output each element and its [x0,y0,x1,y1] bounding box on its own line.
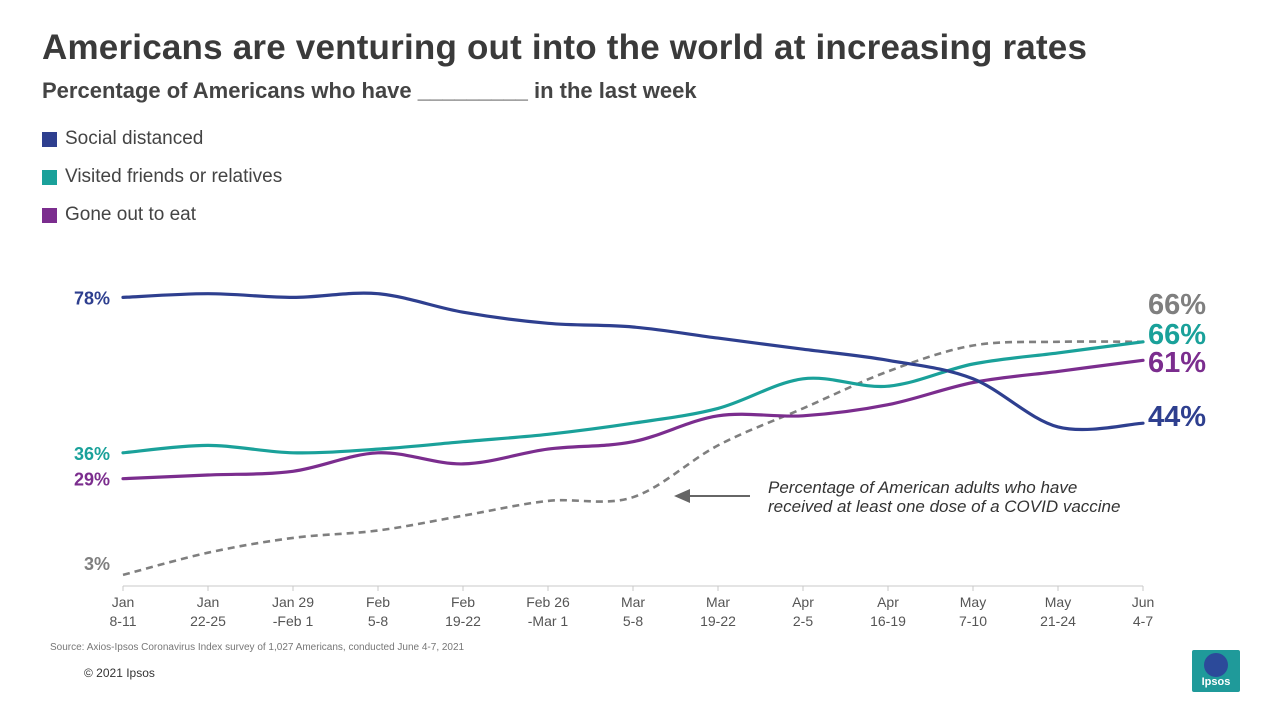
series-line-eat [121,358,1145,481]
ipsos-logo-circle [1204,653,1228,677]
legend-swatch-social-distanced [42,131,57,147]
start-label-eat: 29% [74,470,110,490]
x-tick-label-line: 21-24 [1040,613,1076,629]
x-tick-label-line: Jan [112,594,135,610]
x-tick-label-line: Jan [197,594,220,610]
vaccine-annotation-line: Percentage of American adults who have [768,478,1077,497]
legend-item-social-distanced: Social distanced [42,120,282,158]
x-tick-label: Jun 4-7 [1132,594,1155,629]
x-tick-label: May 21-24 [1040,594,1076,629]
vaccine-annotation-line: received at least one dose of a COVID va… [768,497,1120,516]
series-line-visited [121,340,1145,455]
x-tick-label-line: Feb [451,594,475,610]
start-label-social: 78% [74,288,110,308]
series-line-social [121,291,1145,432]
x-tick-label-line: Jun [1132,594,1155,610]
end-label-eat: 61% [1148,347,1206,379]
x-tick-label-line: 5-8 [623,613,643,629]
start-label-vaccine: 3% [84,554,110,574]
x-tick-label-line: Mar [621,594,645,610]
vaccine-annotation: Percentage of American adults who have re… [768,478,1120,516]
x-tick-label-line: 19-22 [700,613,736,629]
chart-subtitle: Percentage of Americans who have _______… [42,78,697,103]
x-tick-label-line: May [1045,594,1071,610]
ipsos-logo: Ipsos [1192,650,1240,692]
end-label-vaccine: 66% [1148,289,1206,321]
x-tick-label-line: 16-19 [870,613,906,629]
x-tick-label: Mar 5-8 [621,594,645,629]
x-tick-label: May 7-10 [959,594,987,629]
x-tick-label-line: Mar [706,594,730,610]
legend-swatch-visited-friends [42,169,57,185]
legend-item-gone-out-to-eat: Gone out to eat [42,196,282,234]
ipsos-logo-text: Ipsos [1201,676,1231,688]
x-tick-label-line: Jan 29 [272,594,314,610]
x-tick-label: Mar 19-22 [700,594,736,629]
line-chart: Jan 8-11 Jan 22-25 Jan 29 -Feb 1 Feb 5-8 Feb 19-2… [74,288,1206,629]
page-title: Americans are venturing out into the wor… [42,28,1088,67]
x-tick-label-line: May [960,594,986,610]
x-tick-label: Feb 26 -Mar 1 [526,594,570,629]
legend-swatch-gone-out-to-eat [42,207,57,223]
x-tick-label-line: 2-5 [793,613,813,629]
end-label-visited: 66% [1148,319,1206,351]
x-tick-label-line: Feb 26 [526,594,570,610]
x-tick-label-line: 5-8 [368,613,388,629]
x-tick-label: Jan 22-25 [190,594,226,629]
x-tick-label-line: -Mar 1 [528,613,569,629]
x-tick-label: Feb 5-8 [366,594,390,629]
series-line-vaccine [122,340,1144,577]
legend-item-visited-friends: Visited friends or relatives [42,158,282,196]
x-tick-label: Apr 16-19 [870,594,906,629]
legend: Social distanced Visited friends or rela… [42,120,282,234]
annotation-arrow-head [674,489,690,503]
legend-label-social-distanced: Social distanced [65,128,204,149]
x-tick-label-line: Apr [877,594,899,610]
start-label-visited: 36% [74,444,110,464]
source-note: Source: Axios-Ipsos Coronavirus Index su… [50,642,465,653]
x-tick-label-line: Feb [366,594,390,610]
x-tick-label-line: 19-22 [445,613,481,629]
x-tick-label-line: 7-10 [959,613,987,629]
x-tick-label-line: 8-11 [110,613,137,629]
x-tick-label: Jan 29 -Feb 1 [272,594,314,629]
x-tick-label-line: 22-25 [190,613,226,629]
x-tick-label: Feb 19-22 [445,594,481,629]
copyright-note: © 2021 Ipsos [84,666,155,680]
end-label-social: 44% [1148,401,1206,433]
x-tick-label-line: Apr [792,594,814,610]
x-tick-label-line: 4-7 [1133,613,1153,629]
x-tick-label-line: -Feb 1 [273,613,314,629]
x-tick-label: Apr 2-5 [792,594,814,629]
legend-label-gone-out-to-eat: Gone out to eat [65,204,196,225]
legend-label-visited-friends: Visited friends or relatives [65,166,283,187]
x-tick-label: Jan 8-11 [110,594,137,629]
